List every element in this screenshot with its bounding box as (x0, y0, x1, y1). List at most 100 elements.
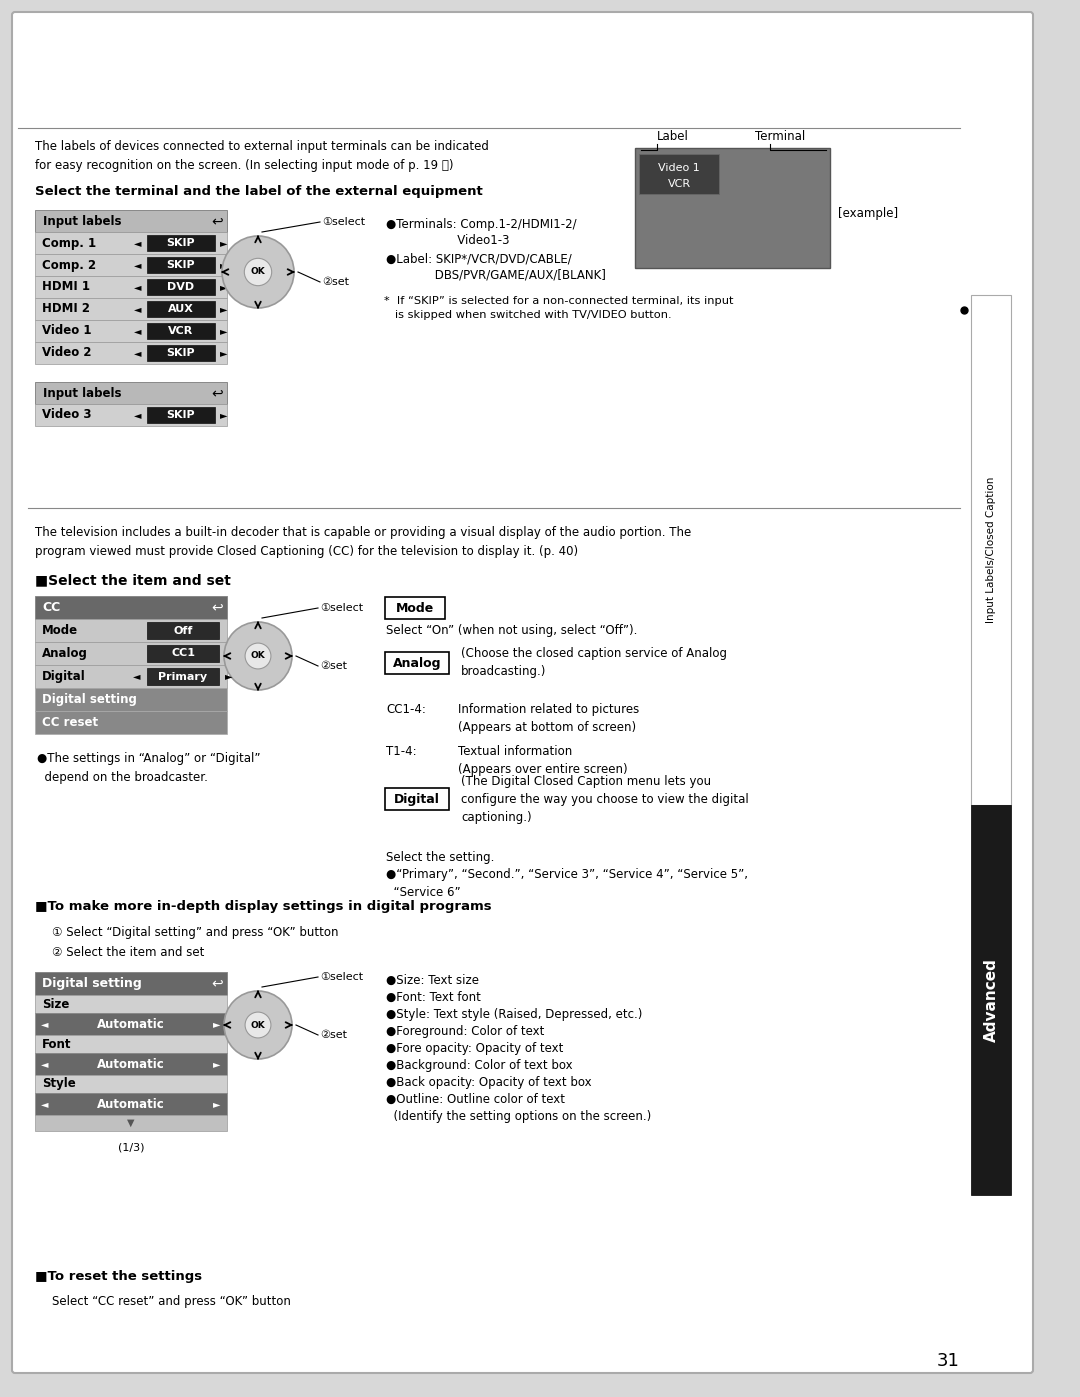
Text: ●Foreground: Color of text: ●Foreground: Color of text (386, 1025, 544, 1038)
Text: CC: CC (42, 601, 60, 615)
Bar (147, 345, 215, 360)
Text: ►: ► (213, 1018, 220, 1030)
Text: ↩: ↩ (212, 386, 222, 400)
Text: ●Back opacity: Opacity of text box: ●Back opacity: Opacity of text box (386, 1076, 592, 1090)
Text: OK: OK (251, 1020, 266, 1030)
Text: ►: ► (220, 326, 228, 337)
FancyBboxPatch shape (12, 13, 1032, 1373)
Text: CC1: CC1 (171, 648, 195, 658)
Text: DVD: DVD (167, 282, 194, 292)
Text: HDMI 1: HDMI 1 (42, 281, 90, 293)
Bar (147, 323, 215, 339)
Text: SKIP: SKIP (166, 409, 195, 420)
Text: ►: ► (213, 1099, 220, 1109)
Text: T1-4:: T1-4: (386, 745, 417, 759)
Text: Video1-3: Video1-3 (386, 235, 510, 247)
Text: ●Label: SKIP*/VCR/DVD/CABLE/: ●Label: SKIP*/VCR/DVD/CABLE/ (386, 251, 571, 265)
Text: Video 3: Video 3 (42, 408, 92, 422)
FancyBboxPatch shape (384, 597, 445, 619)
Text: ●Fore opacity: Opacity of text: ●Fore opacity: Opacity of text (386, 1042, 564, 1055)
Bar (35, 665, 227, 687)
Text: Select the setting.: Select the setting. (386, 851, 495, 863)
Circle shape (224, 990, 292, 1059)
Bar (147, 300, 215, 317)
Text: ●Size: Text size: ●Size: Text size (386, 974, 480, 988)
Text: ◄: ◄ (134, 282, 141, 292)
Bar (35, 1076, 227, 1092)
Circle shape (224, 622, 292, 690)
Text: OK: OK (251, 267, 266, 277)
Text: ①select: ①select (320, 604, 363, 613)
Text: DBS/PVR/GAME/AUX/[BLANK]: DBS/PVR/GAME/AUX/[BLANK] (386, 268, 606, 281)
Text: Mode: Mode (42, 624, 78, 637)
Bar (35, 687, 227, 711)
Text: Select the terminal and the label of the external equipment: Select the terminal and the label of the… (35, 184, 483, 198)
Text: Label: Label (657, 130, 689, 142)
Text: ►: ► (220, 305, 228, 314)
Text: VCR: VCR (667, 179, 690, 189)
Text: ●Outline: Outline color of text: ●Outline: Outline color of text (386, 1092, 565, 1106)
Text: Digital setting: Digital setting (42, 977, 141, 990)
Text: Video 2: Video 2 (42, 346, 92, 359)
Text: Comp. 2: Comp. 2 (42, 258, 96, 271)
Bar (35, 232, 227, 254)
Bar (35, 1115, 227, 1132)
Bar (35, 597, 227, 619)
Text: ●Style: Text style (Raised, Depressed, etc.): ●Style: Text style (Raised, Depressed, e… (386, 1009, 643, 1021)
Bar (35, 972, 227, 995)
Text: Automatic: Automatic (97, 1058, 165, 1070)
Text: SKIP: SKIP (166, 348, 195, 358)
FancyBboxPatch shape (384, 788, 449, 810)
Text: ■To reset the settings: ■To reset the settings (35, 1270, 202, 1282)
Text: Input labels: Input labels (43, 387, 121, 400)
Text: Primary: Primary (159, 672, 207, 682)
Text: Information related to pictures
(Appears at bottom of screen): Information related to pictures (Appears… (458, 703, 639, 733)
Text: AUX: AUX (168, 305, 194, 314)
Bar (35, 342, 227, 365)
Text: ◄: ◄ (41, 1018, 49, 1030)
Bar (147, 622, 219, 638)
Text: Video 1: Video 1 (42, 324, 92, 338)
Text: HDMI 2: HDMI 2 (42, 303, 90, 316)
Text: ↩: ↩ (212, 601, 222, 615)
Bar (35, 210, 227, 232)
Text: (Choose the closed caption service of Analog
broadcasting.): (Choose the closed caption service of An… (461, 647, 727, 679)
Text: ◄: ◄ (134, 237, 141, 249)
Text: Analog: Analog (393, 657, 442, 669)
Text: ►: ► (220, 282, 228, 292)
Bar (35, 320, 227, 342)
Circle shape (245, 643, 271, 669)
Text: ●“Primary”, “Second.”, “Service 3”, “Service 4”, “Service 5”,
  “Service 6”: ●“Primary”, “Second.”, “Service 3”, “Ser… (386, 868, 748, 900)
Bar (635, 148, 831, 268)
Text: ①select: ①select (322, 217, 365, 226)
Text: ② Select the item and set: ② Select the item and set (52, 946, 204, 958)
Text: CC reset: CC reset (42, 717, 98, 729)
Text: Select “On” (when not using, select “Off”).: Select “On” (when not using, select “Off… (386, 624, 637, 637)
Text: (The Digital Closed Caption menu lets you
configure the way you choose to view t: (The Digital Closed Caption menu lets yo… (461, 774, 748, 823)
Text: ◄: ◄ (41, 1059, 49, 1069)
Bar (971, 805, 1011, 1194)
Text: ◄: ◄ (134, 409, 141, 420)
Text: ●Font: Text font: ●Font: Text font (386, 990, 481, 1004)
Text: ▼: ▼ (127, 1118, 135, 1127)
Text: Digital: Digital (42, 671, 85, 683)
Text: CC1-4:: CC1-4: (386, 703, 426, 717)
Text: Analog: Analog (42, 647, 87, 659)
Bar (35, 254, 227, 277)
Circle shape (245, 1011, 271, 1038)
Text: Automatic: Automatic (97, 1017, 165, 1031)
Text: ①select: ①select (320, 972, 363, 982)
Text: ■To make more in-depth display settings in digital programs: ■To make more in-depth display settings … (35, 900, 491, 914)
Circle shape (222, 236, 294, 307)
Bar (35, 1035, 227, 1053)
Text: Terminal: Terminal (755, 130, 806, 142)
Text: Font: Font (42, 1038, 71, 1051)
Text: 31: 31 (937, 1352, 960, 1370)
Bar (639, 154, 719, 194)
Text: Textual information
(Appears over entire screen): Textual information (Appears over entire… (458, 745, 627, 775)
Text: ②set: ②set (322, 277, 349, 286)
Text: Digital setting: Digital setting (42, 693, 137, 705)
Text: ►: ► (213, 1059, 220, 1069)
Text: *  If “SKIP” is selected for a non-connected terminal, its input
   is skipped w: * If “SKIP” is selected for a non-connec… (384, 296, 733, 320)
Text: (Identify the setting options on the screen.): (Identify the setting options on the scr… (386, 1111, 651, 1123)
